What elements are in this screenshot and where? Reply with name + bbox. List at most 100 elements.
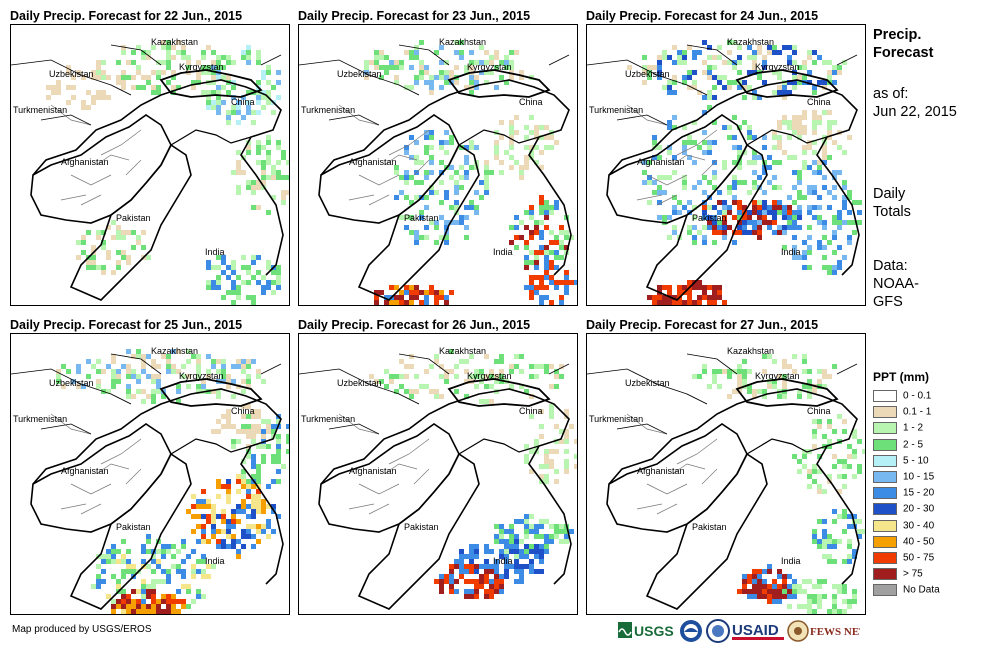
credit-text: Map produced by USGS/EROS (12, 624, 152, 635)
legend-label: 30 - 40 (903, 520, 935, 532)
map-label-kyrgyzstan: Kyrgyzstan (755, 371, 800, 381)
precip-cells (369, 349, 577, 599)
legend-swatch (873, 454, 897, 467)
country-borders (299, 44, 572, 301)
legend-item: 5 - 10 (873, 454, 929, 467)
map-svg-1: Kazakhstan Uzbekistan Kyrgyzstan Turkmenist… (11, 37, 289, 305)
map-label-afghanistan: Afghanistan (637, 157, 685, 167)
map-label-china: China (807, 97, 831, 107)
map-label-kazakhstan: Kazakhstan (727, 37, 774, 47)
map-label-china: China (231, 406, 255, 416)
dos-seal-logo (706, 619, 730, 643)
map-label-afghanistan: Afghanistan (637, 466, 685, 476)
map-label-kyrgyzstan: Kyrgyzstan (179, 371, 224, 381)
sidebar-daily: Daily Totals (873, 185, 911, 221)
panel-title-4: Daily Precip. Forecast for 25 Jun., 2015 (10, 318, 243, 332)
map-label-china: China (231, 97, 255, 107)
legend-item: 10 - 15 (873, 471, 934, 483)
map-label-kazakhstan: Kazakhstan (439, 346, 486, 356)
panel-title-5: Daily Precip. Forecast for 26 Jun., 2015 (298, 318, 531, 332)
map-label-uzbekistan: Uzbekistan (49, 69, 94, 79)
legend-item: 30 - 40 (873, 519, 935, 532)
legend-item: 2 - 5 (873, 438, 923, 451)
map-label-turkmenistan: Turkmenistan (589, 105, 643, 115)
sidebar-title: Precip. Forecast (873, 26, 933, 62)
legend-item: 15 - 20 (873, 487, 934, 500)
map-label-turkmenistan: Turkmenistan (301, 414, 355, 424)
country-borders (587, 44, 860, 301)
legend-swatch (873, 552, 897, 564)
map-svg-4: Kazakhstan Uzbekistan Kyrgyzstan Turkmenist… (11, 346, 289, 614)
map-panel-6: Kazakhstan Uzbekistan Kyrgyzstan Turkmenist… (586, 333, 866, 615)
map-label-kazakhstan: Kazakhstan (727, 346, 774, 356)
panel-title-2: Daily Precip. Forecast for 23 Jun., 2015 (298, 9, 531, 23)
map-label-kyrgyzstan: Kyrgyzstan (755, 62, 800, 72)
legend-swatch (873, 390, 897, 402)
precip-cells (364, 40, 577, 305)
map-label-pakistan: Pakistan (116, 213, 151, 223)
map-panel-2: Kazakhstan Uzbekistan Kyrgyzstan Turkmenist… (298, 24, 578, 306)
legend-swatch (873, 519, 897, 532)
svg-text:USAID: USAID (732, 622, 779, 639)
precip-cells (692, 354, 865, 614)
map-label-uzbekistan: Uzbekistan (625, 69, 670, 79)
map-label-pakistan: Pakistan (404, 213, 439, 223)
usaid-logo: USAID (732, 622, 784, 640)
map-label-india: India (781, 556, 801, 566)
legend-swatch (873, 535, 897, 548)
country-borders (11, 353, 284, 610)
map-label-china: China (519, 406, 543, 416)
asof-date: Jun 22, 2015 (873, 104, 957, 120)
legend-item: 50 - 75 (873, 552, 934, 564)
legend-label: 0 - 0.1 (903, 390, 932, 402)
legend-swatch (873, 438, 897, 451)
map-label-uzbekistan: Uzbekistan (49, 378, 94, 388)
map-label-kazakhstan: Kazakhstan (151, 346, 198, 356)
legend-label: 5 - 10 (903, 455, 929, 467)
map-label-pakistan: Pakistan (692, 522, 727, 532)
svg-text:USGS: USGS (634, 623, 674, 639)
map-label-turkmenistan: Turkmenistan (13, 105, 67, 115)
legend-item: 1 - 2 (873, 422, 923, 435)
map-panel-3: Kazakhstan Uzbekistan Kyrgyzstan Turkmenist… (586, 24, 866, 306)
map-label-kyrgyzstan: Kyrgyzstan (467, 62, 512, 72)
daily-line1: Daily (873, 186, 906, 202)
map-label-turkmenistan: Turkmenistan (589, 414, 643, 424)
noaa-logo (680, 620, 702, 642)
map-panel-1: Kazakhstan Uzbekistan Kyrgyzstan Turkmenist… (10, 24, 290, 306)
map-svg-2: Kazakhstan Uzbekistan Kyrgyzstan Turkmenist… (299, 37, 577, 305)
map-label-kyrgyzstan: Kyrgyzstan (179, 62, 224, 72)
map-panel-5: Kazakhstan Uzbekistan Kyrgyzstan Turkmenist… (298, 333, 578, 615)
legend-label: 50 - 75 (903, 552, 935, 564)
data-line1: Data: (873, 258, 908, 274)
legend-label: 0.1 - 1 (903, 406, 932, 418)
map-label-pakistan: Pakistan (692, 213, 727, 223)
legend-label: No Data (903, 585, 940, 597)
map-label-china: China (519, 97, 543, 107)
panel-title-6: Daily Precip. Forecast for 27 Jun., 2015 (586, 318, 819, 332)
map-label-turkmenistan: Turkmenistan (13, 414, 67, 424)
panel-title-1: Daily Precip. Forecast for 22 Jun., 2015 (10, 9, 243, 23)
map-label-india: India (493, 247, 513, 257)
panel-title-3: Daily Precip. Forecast for 24 Jun., 2015 (586, 9, 819, 23)
map-svg-6: Kazakhstan Uzbekistan Kyrgyzstan Turkmenist… (587, 346, 865, 614)
legend-swatch (873, 487, 897, 500)
map-label-afghanistan: Afghanistan (349, 157, 397, 167)
legend-item: 0.1 - 1 (873, 406, 932, 419)
legend-item: 20 - 30 (873, 503, 934, 516)
asof-label: as of: (873, 86, 909, 102)
map-label-kazakhstan: Kazakhstan (439, 37, 486, 47)
map-svg-5: Kazakhstan Uzbekistan Kyrgyzstan Turkmenist… (299, 346, 577, 610)
legend-item: No Data (873, 584, 940, 597)
legend-swatch (873, 568, 897, 581)
map-label-india: India (205, 247, 225, 257)
map-label-afghanistan: Afghanistan (61, 466, 109, 476)
map-label-afghanistan: Afghanistan (349, 466, 397, 476)
legend-title: PPT (mm) (873, 370, 930, 384)
map-label-kyrgyzstan: Kyrgyzstan (467, 371, 512, 381)
sidebar-data-source: Data: NOAA- GFS (873, 257, 919, 311)
map-label-uzbekistan: Uzbekistan (337, 69, 382, 79)
map-label-turkmenistan: Turkmenistan (301, 105, 355, 115)
precip-cells (627, 40, 862, 305)
sidebar-title-line2: Forecast (873, 45, 934, 61)
